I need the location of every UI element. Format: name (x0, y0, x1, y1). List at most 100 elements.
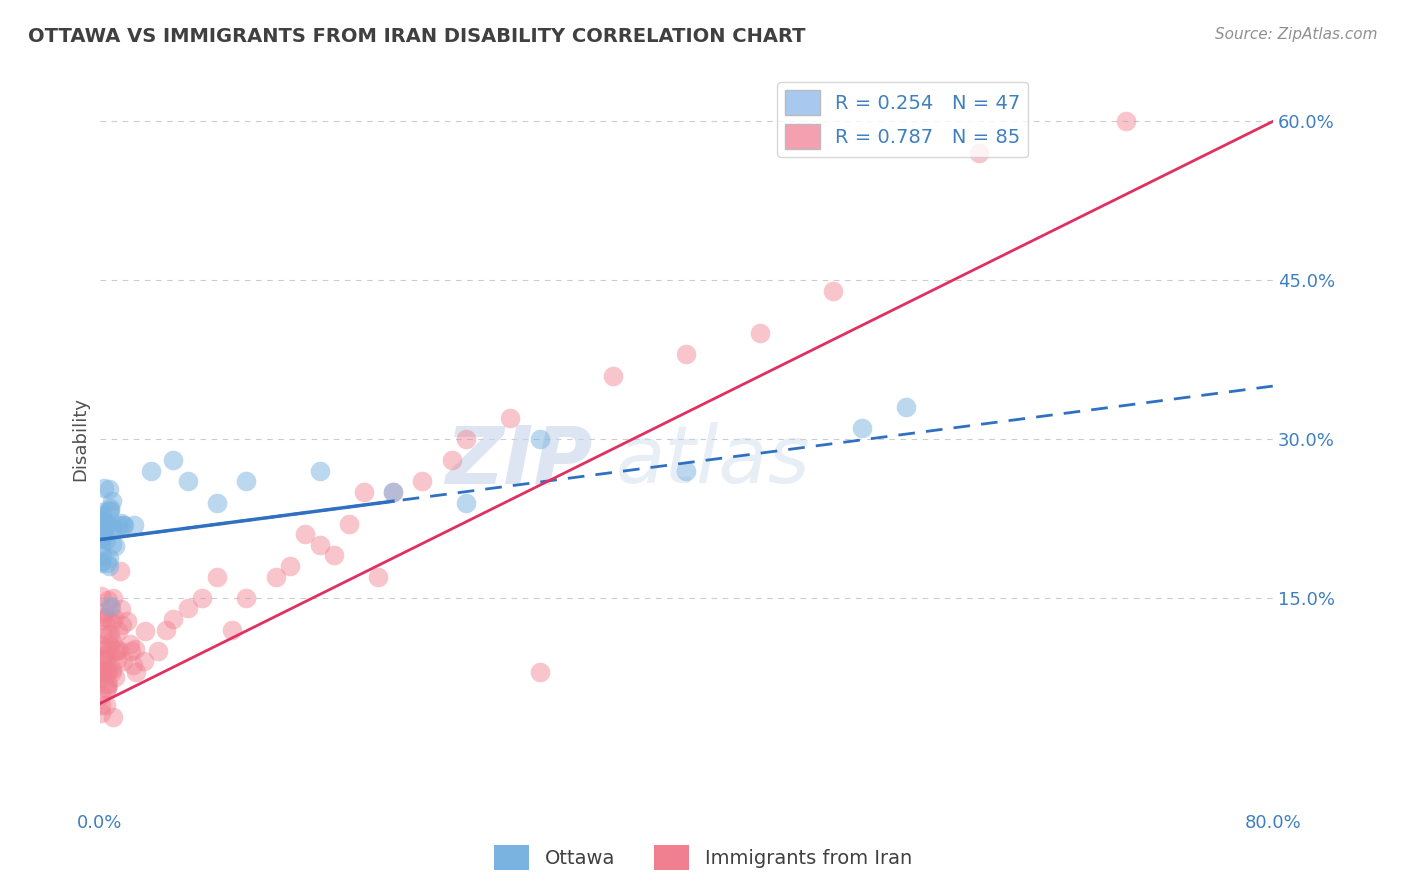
Point (90, 665, 112, 680)
Point (100, 493, 122, 508)
Point (125, 665, 148, 679)
Point (851, 421, 873, 435)
Point (93, 515, 115, 529)
Point (308, 464, 330, 478)
Point (93, 651, 115, 665)
Point (104, 670, 127, 684)
Point (105, 643, 128, 657)
Point (100, 662, 122, 676)
Point (111, 618, 134, 632)
Point (96, 681, 118, 695)
Point (98, 504, 121, 518)
Point (90, 589, 112, 603)
Point (96, 698, 118, 713)
Point (337, 516, 360, 531)
Point (101, 710, 124, 724)
Point (367, 569, 389, 583)
Point (90, 554, 112, 568)
Point (96, 628, 118, 642)
Point (96, 557, 118, 571)
Point (107, 652, 129, 666)
Point (90, 509, 112, 524)
Point (748, 326, 770, 341)
Point (90, 540, 112, 554)
Point (107, 624, 129, 639)
Point (90, 626, 112, 640)
Point (90, 689, 112, 703)
Point (205, 495, 228, 509)
Point (602, 368, 624, 383)
Point (381, 485, 404, 500)
Point (112, 518, 135, 533)
Legend: R = 0.254   N = 47, R = 0.787   N = 85: R = 0.254 N = 47, R = 0.787 N = 85 (778, 82, 1028, 157)
Point (96, 647, 118, 661)
Point (112, 518, 135, 533)
Point (91, 614, 114, 628)
Point (98, 503, 121, 517)
Point (97, 559, 120, 574)
Point (122, 518, 145, 533)
Point (456, 432, 478, 446)
Point (94, 665, 117, 679)
Point (323, 549, 346, 563)
Point (101, 591, 124, 605)
Point (529, 432, 551, 446)
Point (440, 453, 463, 467)
Point (132, 654, 155, 668)
Point (97, 551, 120, 566)
Point (90, 516, 112, 531)
Point (94, 533, 117, 548)
Point (264, 569, 287, 583)
Point (97, 592, 120, 607)
Point (97, 677, 120, 691)
Point (96, 641, 118, 656)
Point (353, 485, 375, 500)
Point (381, 485, 404, 500)
Point (90, 698, 112, 712)
Point (100, 601, 122, 615)
Y-axis label: Disability: Disability (72, 397, 89, 481)
Point (96, 681, 118, 695)
Point (96, 609, 118, 624)
Point (90, 638, 112, 652)
Point (675, 347, 697, 361)
Point (139, 464, 162, 478)
Point (205, 569, 228, 583)
Point (98, 482, 121, 496)
Text: Source: ZipAtlas.com: Source: ZipAtlas.com (1215, 27, 1378, 42)
Point (107, 523, 129, 537)
Point (278, 559, 301, 574)
Point (155, 623, 177, 637)
Point (176, 475, 198, 489)
Point (148, 644, 170, 658)
Point (96, 677, 118, 691)
Point (969, 146, 991, 161)
Point (93, 481, 115, 495)
Point (294, 527, 316, 541)
Point (120, 644, 142, 658)
Point (896, 401, 918, 415)
Point (104, 643, 127, 657)
Point (98, 639, 121, 653)
Point (90, 548, 112, 562)
Point (93, 528, 115, 542)
Point (101, 615, 124, 629)
Point (456, 495, 478, 509)
Point (101, 665, 124, 679)
Point (176, 601, 198, 615)
Point (90, 671, 112, 685)
Point (103, 539, 125, 553)
Point (97, 664, 120, 678)
Point (90, 529, 112, 543)
Point (101, 537, 124, 551)
Point (221, 623, 243, 637)
Point (162, 453, 184, 467)
Point (124, 642, 146, 657)
Legend: Ottawa, Immigrants from Iran: Ottawa, Immigrants from Iran (486, 838, 920, 878)
Point (98, 500, 121, 515)
Point (108, 642, 131, 657)
Point (94, 515, 117, 529)
Point (96, 664, 118, 678)
Point (94, 519, 117, 533)
Point (108, 564, 131, 578)
